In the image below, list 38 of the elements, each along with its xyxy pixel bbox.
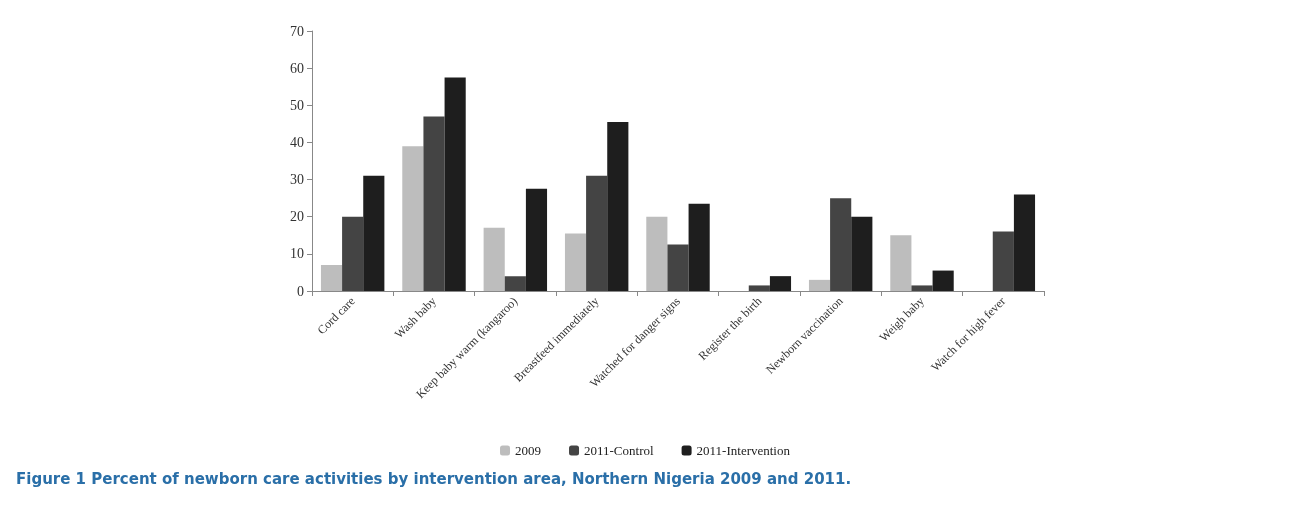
y-tick-label: 20 (290, 209, 304, 225)
bar (402, 146, 424, 291)
y-tick-label: 30 (290, 172, 304, 188)
bar (607, 122, 629, 291)
bar (688, 203, 710, 291)
bar (932, 270, 954, 291)
bar (911, 285, 933, 291)
bar (830, 198, 852, 291)
legend-label: 2011-Control (584, 443, 654, 458)
bar (667, 244, 689, 291)
legend-label: 2009 (515, 443, 542, 458)
bar (851, 216, 873, 291)
bar (444, 77, 466, 291)
bar (1013, 194, 1036, 291)
bar (320, 265, 343, 291)
bar (646, 216, 668, 291)
x-tick-label: Wash baby (391, 294, 439, 342)
y-tick-label: 40 (290, 134, 304, 150)
bar (808, 279, 831, 291)
bar (586, 175, 608, 291)
y-tick-label: 10 (290, 246, 304, 262)
y-tick-label: 70 (290, 23, 304, 39)
bar (363, 175, 385, 291)
y-tick-label: 0 (297, 283, 304, 299)
bar (564, 233, 587, 291)
bar (423, 116, 445, 291)
bar (483, 227, 505, 291)
bar (992, 231, 1014, 291)
bar (769, 276, 792, 291)
y-tick-label: 50 (290, 97, 304, 113)
bar (525, 188, 548, 291)
bar (748, 285, 770, 291)
y-tick-label: 60 (290, 60, 304, 76)
caption: Figure 1 Percent of newborn care activities by intervention area, Northern Nigeria 2009 and 2011. (16, 470, 852, 488)
bar (890, 235, 912, 291)
bar (342, 216, 364, 291)
bar (504, 276, 526, 291)
legend-label: 2011-Intervention (696, 443, 791, 458)
